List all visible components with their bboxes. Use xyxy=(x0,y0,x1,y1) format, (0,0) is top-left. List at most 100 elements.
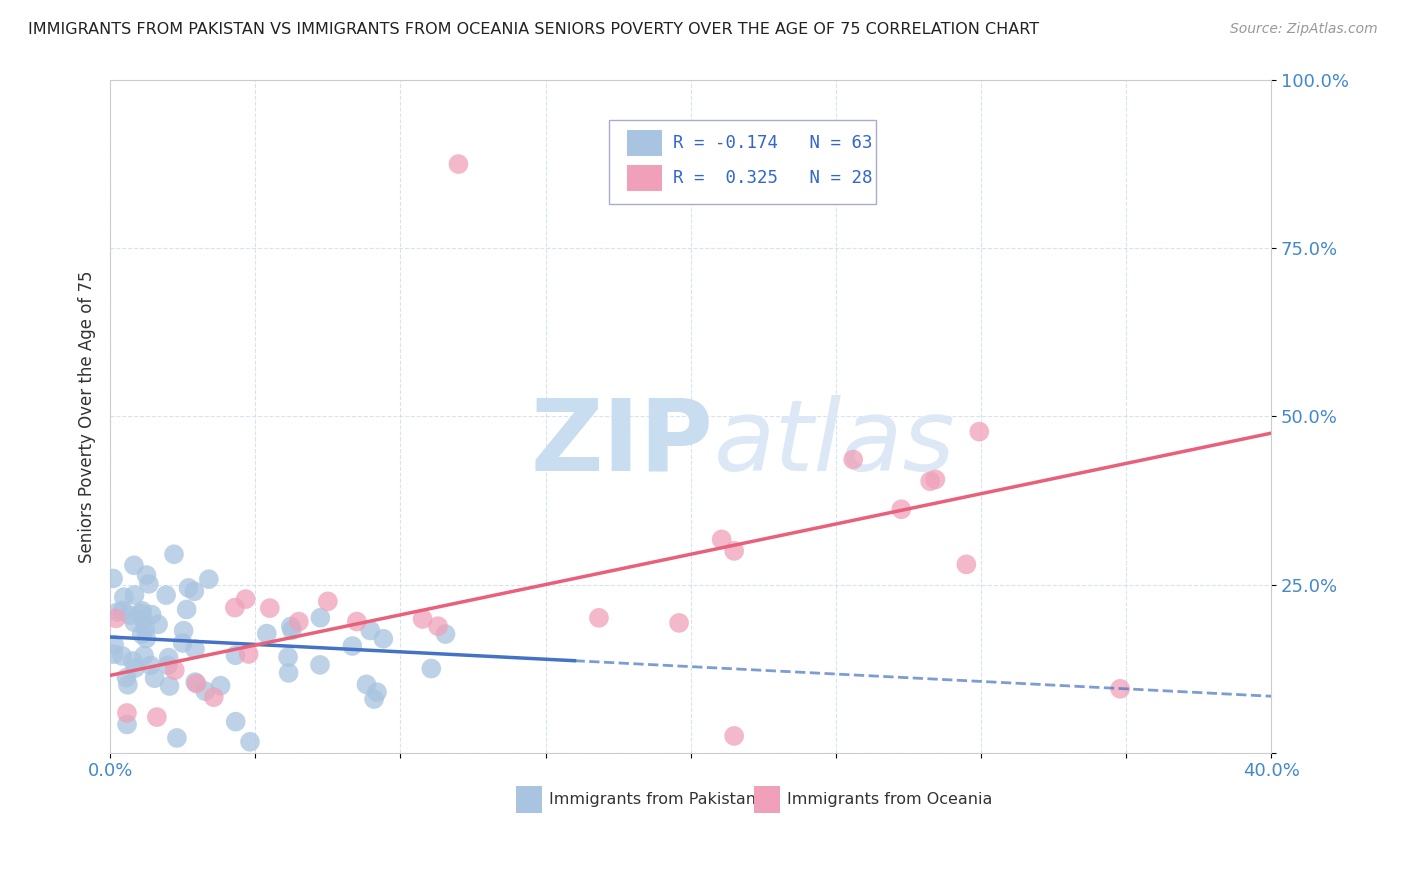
Point xyxy=(107,605,129,619)
Point xyxy=(225,714,247,729)
Bar xyxy=(516,787,543,814)
Point xyxy=(842,452,865,467)
Point xyxy=(112,590,135,604)
Point xyxy=(111,648,134,663)
Point xyxy=(157,650,180,665)
Point xyxy=(115,717,138,731)
Point xyxy=(434,627,457,641)
Point xyxy=(316,594,339,608)
Point xyxy=(277,650,299,665)
Point xyxy=(131,604,153,618)
Point xyxy=(103,638,125,652)
Point xyxy=(710,533,733,547)
Point xyxy=(124,661,146,675)
Point xyxy=(186,676,208,690)
Point xyxy=(924,472,946,486)
Point xyxy=(427,619,450,633)
Point xyxy=(115,671,138,685)
Y-axis label: Seniors Poverty Over the Age of 75: Seniors Poverty Over the Age of 75 xyxy=(79,270,96,563)
Point xyxy=(132,648,155,663)
Point xyxy=(166,731,188,745)
Point xyxy=(256,626,278,640)
Point xyxy=(890,502,912,516)
Point xyxy=(139,658,162,673)
Point xyxy=(163,663,186,677)
Point xyxy=(363,692,385,706)
Text: Source: ZipAtlas.com: Source: ZipAtlas.com xyxy=(1230,22,1378,37)
Point xyxy=(346,615,368,629)
Point xyxy=(224,648,246,663)
Point xyxy=(202,690,225,705)
Point xyxy=(288,615,311,629)
Point xyxy=(173,624,195,638)
Point xyxy=(359,624,381,638)
Point xyxy=(124,615,146,630)
Point xyxy=(198,572,221,586)
Point xyxy=(309,611,332,625)
Point xyxy=(143,671,166,685)
Text: IMMIGRANTS FROM PAKISTAN VS IMMIGRANTS FROM OCEANIA SENIORS POVERTY OVER THE AGE: IMMIGRANTS FROM PAKISTAN VS IMMIGRANTS F… xyxy=(28,22,1039,37)
Point xyxy=(132,613,155,627)
Text: Immigrants from Oceania: Immigrants from Oceania xyxy=(787,792,993,807)
Point xyxy=(131,627,153,641)
Point xyxy=(138,577,160,591)
Point xyxy=(122,558,145,573)
Point xyxy=(281,624,304,638)
Point xyxy=(103,647,125,661)
Point xyxy=(118,608,141,623)
Point xyxy=(146,617,169,632)
Text: R = -0.174   N = 63: R = -0.174 N = 63 xyxy=(673,134,873,153)
Text: Immigrants from Pakistan: Immigrants from Pakistan xyxy=(548,792,756,807)
Point xyxy=(239,735,262,749)
Point xyxy=(117,678,139,692)
Point xyxy=(356,677,378,691)
Point xyxy=(1109,681,1132,696)
Point xyxy=(224,600,246,615)
Point xyxy=(146,710,169,724)
Point xyxy=(588,611,610,625)
Point xyxy=(172,636,194,650)
Point xyxy=(420,662,443,676)
Point xyxy=(115,706,138,720)
Point xyxy=(183,584,205,599)
Point xyxy=(163,547,186,561)
Text: ZIP: ZIP xyxy=(531,395,714,491)
Point xyxy=(155,588,177,602)
Point xyxy=(412,612,434,626)
Point xyxy=(124,588,146,602)
Point xyxy=(131,607,153,621)
Point xyxy=(967,425,990,439)
FancyBboxPatch shape xyxy=(609,120,876,204)
Bar xyxy=(627,165,662,191)
Point xyxy=(135,568,157,582)
Point xyxy=(668,615,690,630)
Point xyxy=(159,679,181,693)
Point xyxy=(447,157,470,171)
Point xyxy=(111,604,134,618)
Point xyxy=(156,658,179,673)
Point xyxy=(955,558,977,572)
Text: R =  0.325   N = 28: R = 0.325 N = 28 xyxy=(673,169,873,187)
Point xyxy=(235,592,257,607)
Point xyxy=(134,623,156,637)
Point xyxy=(277,665,299,680)
Point xyxy=(101,572,124,586)
Point xyxy=(209,679,232,693)
Point xyxy=(723,729,745,743)
Bar xyxy=(627,130,662,156)
Point xyxy=(920,474,942,488)
Point xyxy=(309,657,332,672)
Point xyxy=(184,642,207,657)
Bar xyxy=(755,787,780,814)
Point xyxy=(104,611,127,625)
Point xyxy=(280,619,302,633)
Point xyxy=(373,632,395,646)
Point xyxy=(238,647,260,661)
Point xyxy=(176,602,198,616)
Point xyxy=(177,581,200,595)
Point xyxy=(342,639,364,653)
Text: atlas: atlas xyxy=(714,395,956,491)
Point xyxy=(259,601,281,615)
Point xyxy=(122,654,145,668)
Point xyxy=(135,632,157,646)
